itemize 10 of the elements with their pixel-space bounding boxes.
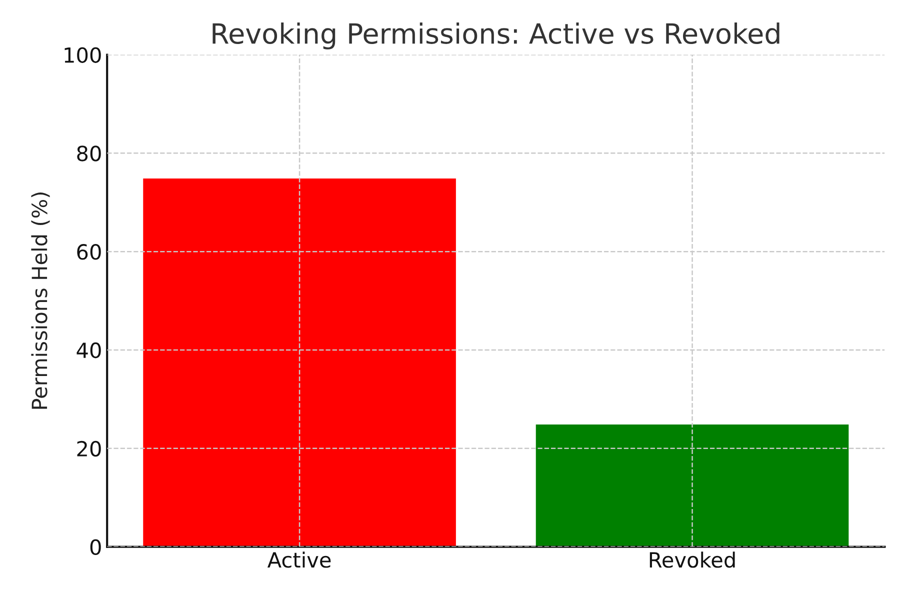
y-axis-title: Permissions Held (%) [31,192,50,409]
x-tick-label: Active [267,552,331,568]
chart-title: Revoking Permissions: Active vs Revoked [212,22,780,50]
y-tick-label: 20 [77,440,101,457]
y-tick-label: 80 [77,146,101,162]
y-tick-label: 40 [76,342,101,358]
x-tick-label: Revoked [650,552,735,568]
y-tick-label: 0 [90,539,101,556]
y-tick-label: 60 [77,244,101,260]
y-tick-label: 100 [64,47,101,63]
